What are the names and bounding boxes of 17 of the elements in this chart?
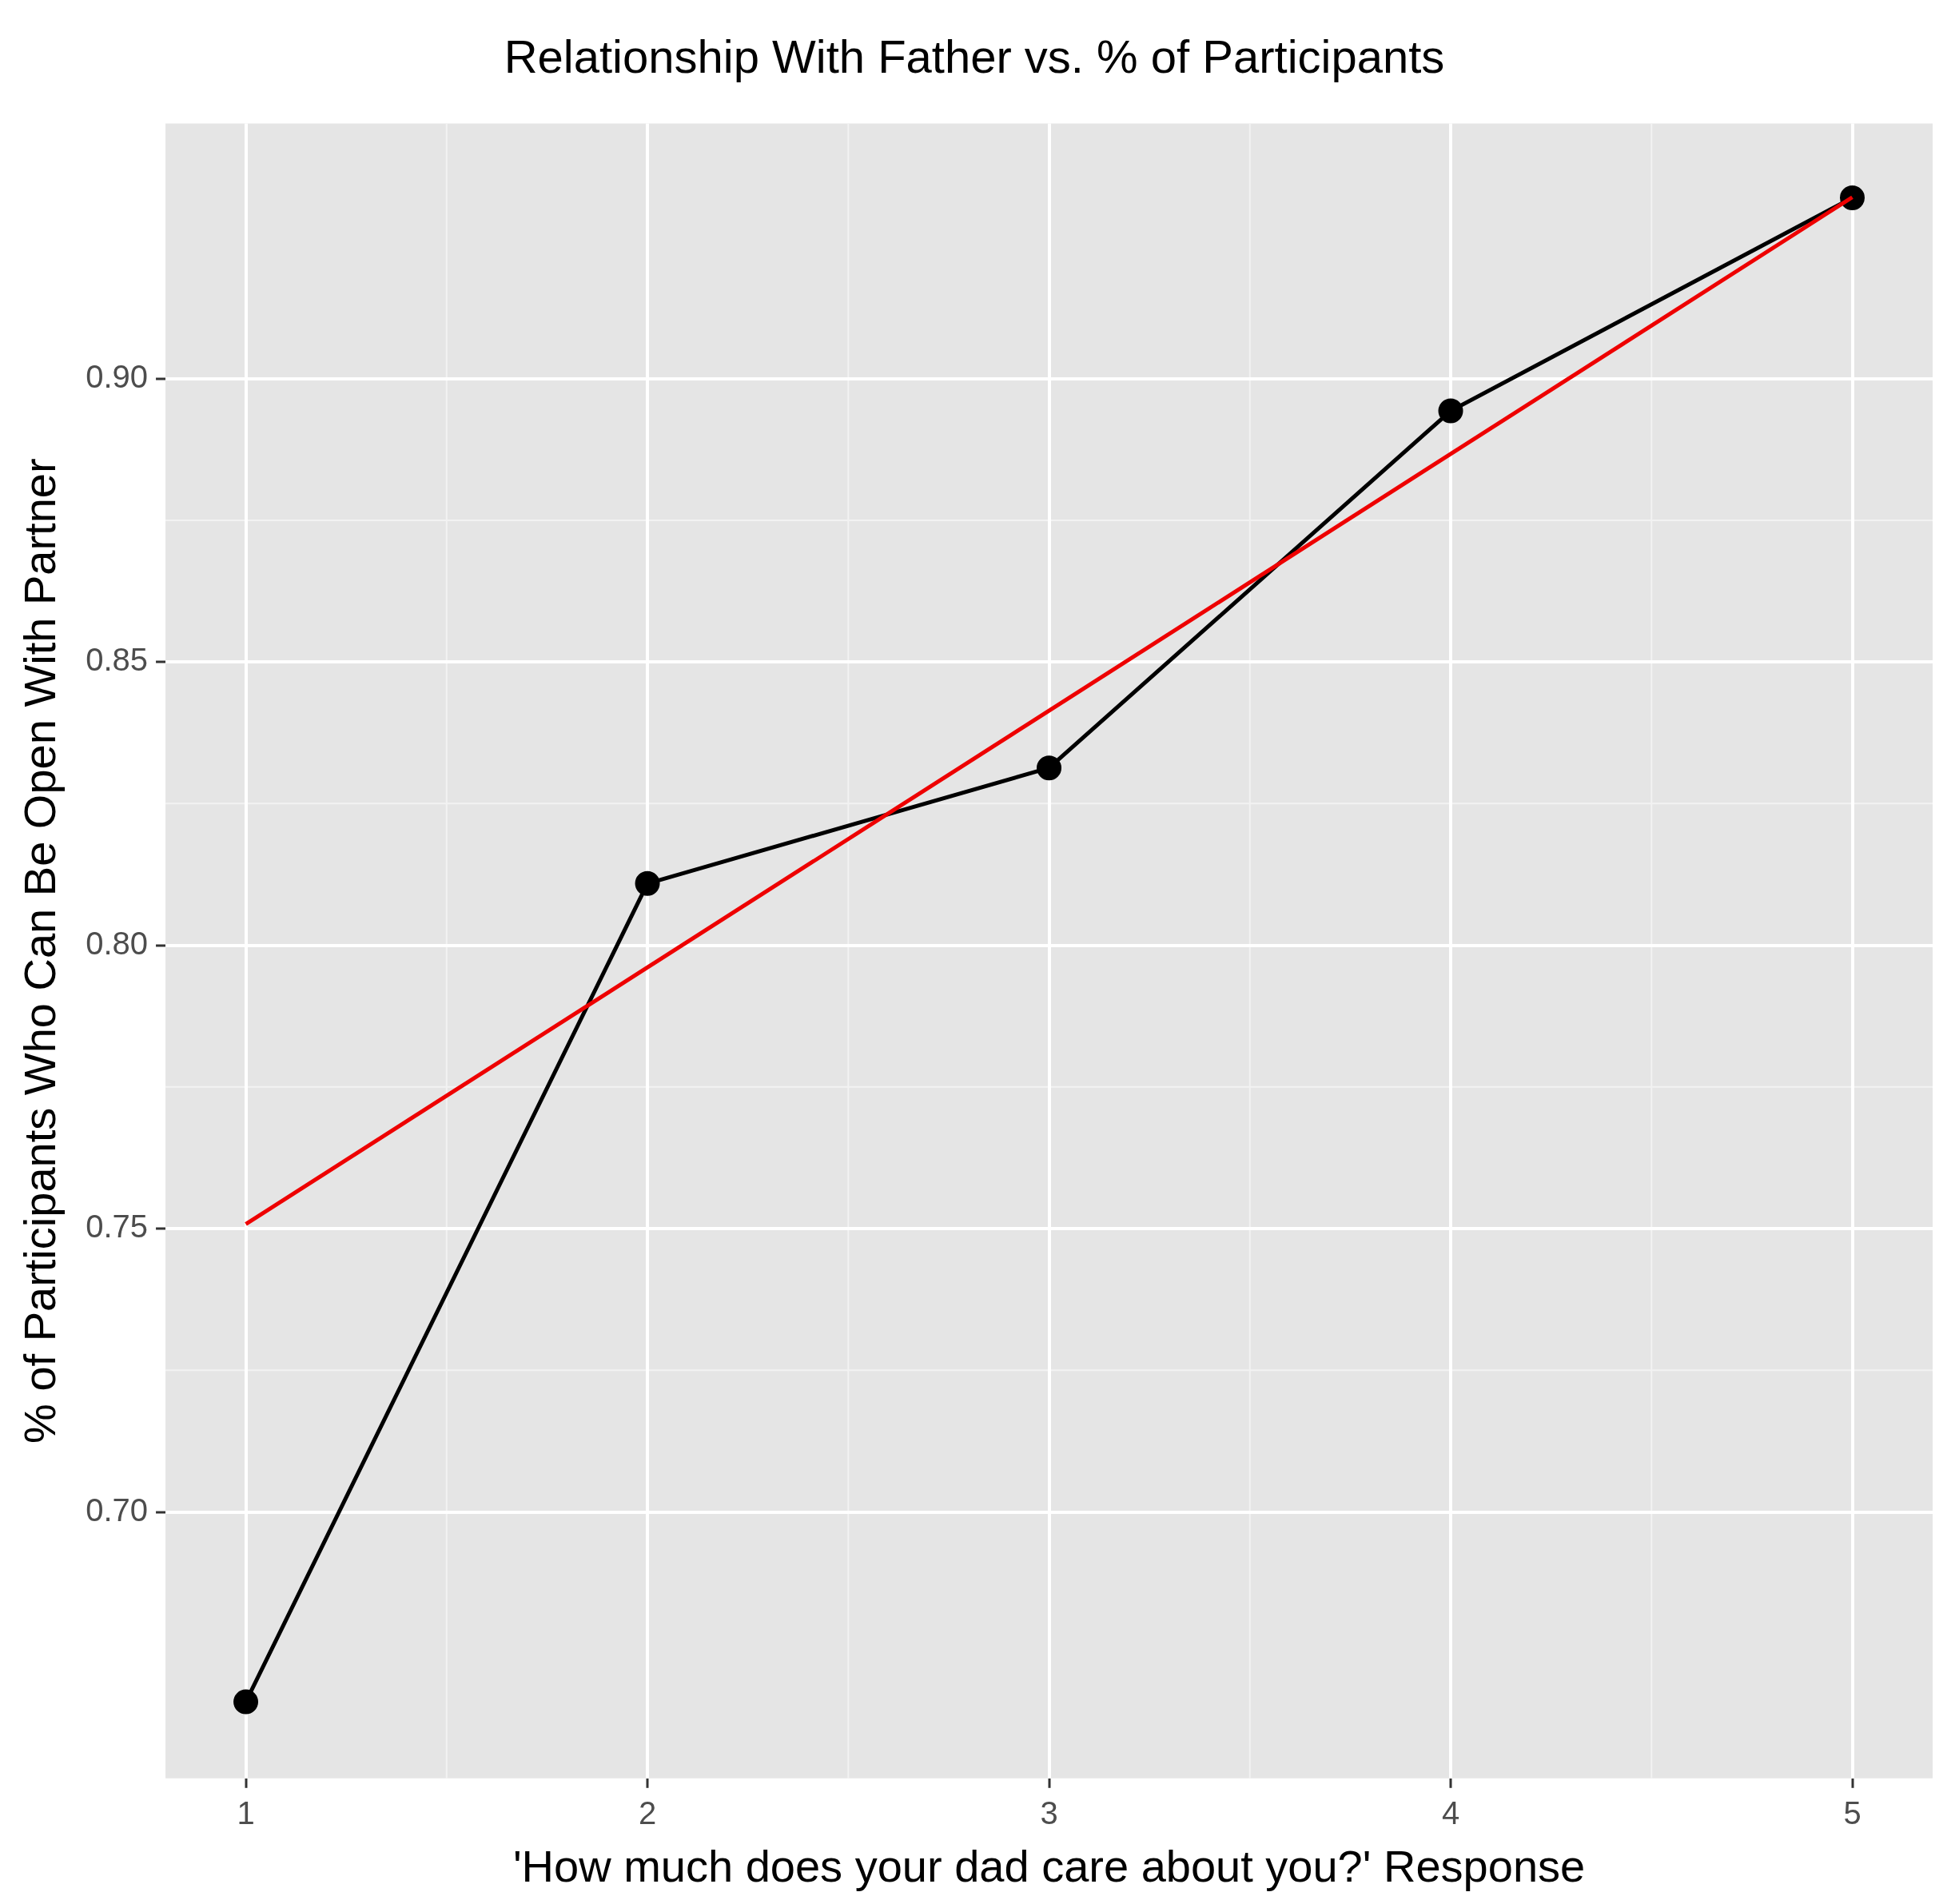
point — [635, 870, 660, 896]
x-tick-label: 2 — [638, 1794, 657, 1830]
point — [233, 1689, 259, 1715]
x-axis-title: 'How much does your dad care about you?' Response — [512, 1840, 1586, 1891]
point — [1037, 755, 1062, 781]
point — [1438, 398, 1463, 424]
x-tick-label: 5 — [1843, 1794, 1861, 1830]
y-tick-label: 0.75 — [86, 1209, 149, 1245]
y-tick-label: 0.70 — [86, 1492, 149, 1528]
chart-title: Relationship With Father vs. % of Participants — [504, 30, 1445, 82]
y-tick-label: 0.90 — [86, 358, 149, 394]
y-axis-title: % of Participants Who Can Be Open With Partner — [14, 458, 66, 1444]
x-tick-label: 1 — [237, 1794, 255, 1830]
y-tick-label: 0.85 — [86, 642, 149, 678]
y-tick-label: 0.80 — [86, 925, 149, 961]
x-tick-label: 4 — [1441, 1794, 1460, 1830]
x-tick-label: 3 — [1040, 1794, 1058, 1830]
